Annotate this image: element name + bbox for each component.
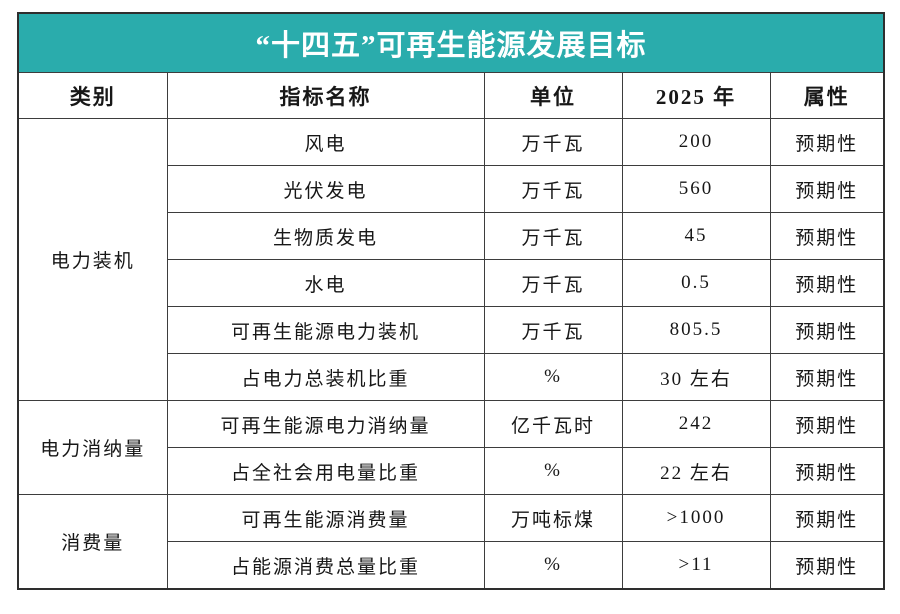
- unit-cell: 万千瓦: [483, 212, 623, 260]
- attribute-cell: 预期性: [769, 541, 885, 590]
- unit-cell: 亿千瓦时: [483, 400, 623, 448]
- unit-cell: 万千瓦: [483, 165, 623, 213]
- attribute-cell: 预期性: [769, 259, 885, 307]
- table-row: 光伏发电 万千瓦 560 预期性: [18, 165, 885, 213]
- table-row: 占全社会用电量比重% 22 左右 预期性: [18, 447, 885, 495]
- goals-table-container: “十四五”可再生能源发展目标 类别 指标名称 单位 2025 年 属性 电力装机…: [17, 12, 886, 590]
- value-2025-cell: 242: [621, 400, 771, 448]
- col-header-indicator: 指标名称: [166, 72, 485, 119]
- indicator-cell: 占能源消费总量比重: [166, 541, 485, 590]
- unit-cell: %: [483, 447, 623, 495]
- table-body: 电力装机 风电 万千瓦 200 预期性 光伏发电 万千瓦 560 预期性 生物质发电 万千瓦 45 预期…: [17, 118, 885, 590]
- table-row: 可再生能源电力装机 万千瓦 805.5 预期性: [18, 306, 885, 354]
- indicator-cell: 可再生能源电力消纳量: [166, 400, 485, 448]
- header-row: 类别 指标名称 单位 2025 年 属性: [17, 72, 885, 119]
- attribute-cell: 预期性: [769, 165, 885, 213]
- table-row: 电力装机 风电 万千瓦 200 预期性: [17, 118, 885, 401]
- indicator-cell: 占全社会用电量比重: [166, 447, 485, 495]
- value-2025-cell: 22 左右: [621, 447, 771, 495]
- table-row: 电力消纳量 可再生能源电力消纳量 亿千瓦时 242 预期性: [17, 400, 885, 495]
- unit-cell: %: [483, 353, 623, 401]
- unit-cell: 万千瓦: [483, 118, 623, 166]
- indicator-cell: 可再生能源消费量: [166, 494, 485, 542]
- title-row: “十四五”可再生能源发展目标: [17, 12, 885, 73]
- value-2025-cell: 45: [621, 212, 771, 260]
- table-row: 生物质发电 万千瓦 45 预期性: [18, 212, 885, 260]
- table-row: 消费量 可再生能源消费量 万吨标煤 >1000 预期性: [17, 494, 885, 590]
- value-2025-cell: 560: [621, 165, 771, 213]
- value-2025-cell: 30 左右: [621, 353, 771, 401]
- unit-cell: 万千瓦: [483, 259, 623, 307]
- col-header-2025: 2025 年: [621, 72, 771, 119]
- table-row: 水电 万千瓦 0.5 预期性: [18, 259, 885, 307]
- unit-cell: 万千瓦: [483, 306, 623, 354]
- renewable-energy-goals-table: “十四五”可再生能源发展目标 类别 指标名称 单位 2025 年 属性 电力装机…: [17, 12, 886, 590]
- value-2025-cell: 200: [621, 118, 771, 166]
- col-header-category: 类别: [17, 72, 168, 119]
- indicator-cell: 生物质发电: [166, 212, 485, 260]
- indicator-cell: 占电力总装机比重: [166, 353, 485, 401]
- category-cell: 电力装机: [17, 118, 168, 401]
- category-cell: 电力消纳量: [17, 400, 168, 495]
- table-row: 占能源消费总量比重% >11 预期性: [18, 541, 885, 590]
- col-header-unit: 单位: [483, 72, 623, 119]
- indicator-cell: 水电: [166, 259, 485, 307]
- value-2025-cell: >1000: [621, 494, 771, 542]
- attribute-cell: 预期性: [769, 118, 885, 166]
- attribute-cell: 预期性: [769, 447, 885, 495]
- unit-cell: %: [483, 541, 623, 590]
- attribute-cell: 预期性: [769, 353, 885, 401]
- attribute-cell: 预期性: [769, 306, 885, 354]
- col-header-attribute: 属性: [769, 72, 885, 119]
- indicator-cell: 风电: [166, 118, 485, 166]
- value-2025-cell: 0.5: [621, 259, 771, 307]
- indicator-cell: 光伏发电: [166, 165, 485, 213]
- indicator-cell: 可再生能源电力装机: [166, 306, 485, 354]
- table-title: “十四五”可再生能源发展目标: [17, 12, 885, 73]
- category-cell: 消费量: [17, 494, 168, 590]
- value-2025-cell: 805.5: [621, 306, 771, 354]
- unit-cell: 万吨标煤: [483, 494, 623, 542]
- value-2025-cell: >11: [621, 541, 771, 590]
- attribute-cell: 预期性: [769, 400, 885, 448]
- attribute-cell: 预期性: [769, 212, 885, 260]
- attribute-cell: 预期性: [769, 494, 885, 542]
